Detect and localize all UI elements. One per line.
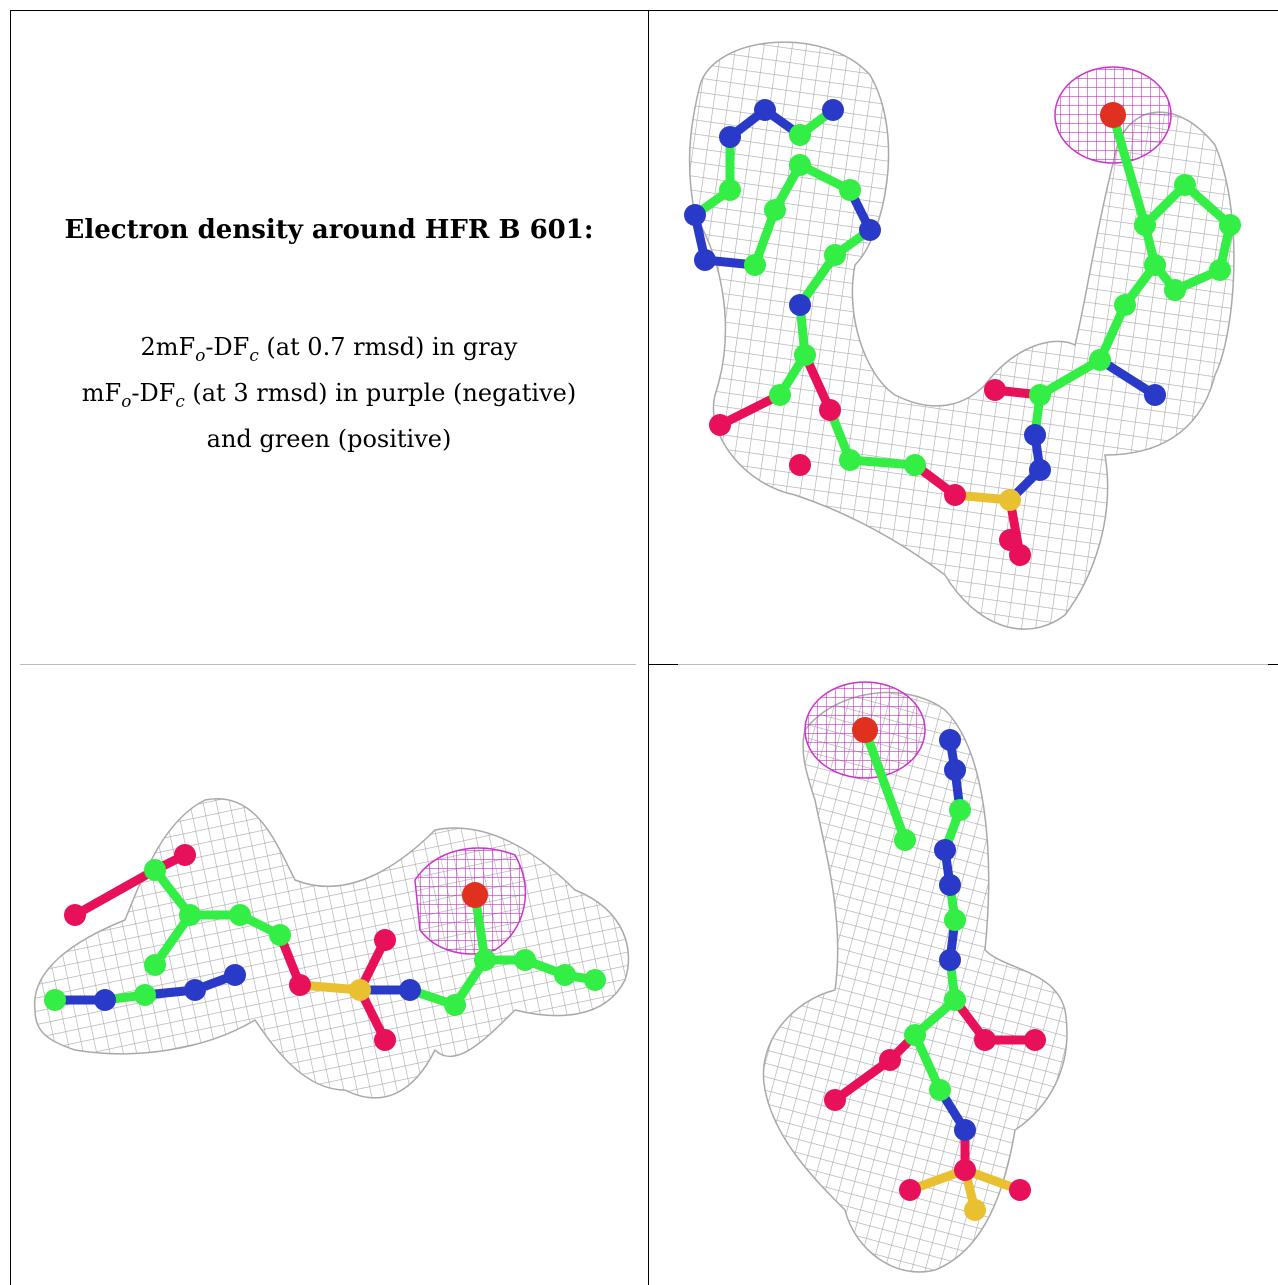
gray-density-mesh [33,797,630,1099]
table-divider-tick [648,664,678,665]
table-divider-horizontal [20,664,636,665]
caption-cell: Electron density around HFR B 601: 2mFo-… [10,10,648,664]
top-view-molecule-panel [655,670,1265,1280]
caption-description: 2mFo-DFc (at 0.7 rmsd) in gray mFo-DFc (… [10,328,648,458]
caption-line-2: mFo-DFc (at 3 rmsd) in purple (negative) [81,378,577,411]
table-border-top [10,10,1278,11]
table-divider-horizontal-right [678,664,1268,665]
table-divider-vertical [648,10,649,1285]
molecule-image-front [684,41,1241,630]
side-view-molecule-panel [15,670,640,1280]
caption-line-1: 2mFo-DFc (at 0.7 rmsd) in gray [140,333,518,365]
table-border-left [10,10,11,1285]
gray-density-mesh [688,41,1235,630]
table-divider-tick-right [1268,664,1278,665]
molecule-image-top [762,681,1068,1273]
caption-title: Electron density around HFR B 601: [64,215,594,245]
caption-line-3: and green (positive) [206,424,452,453]
front-view-molecule-panel [655,15,1265,655]
gray-density-mesh [762,691,1068,1273]
molecule-image-side [33,797,630,1099]
